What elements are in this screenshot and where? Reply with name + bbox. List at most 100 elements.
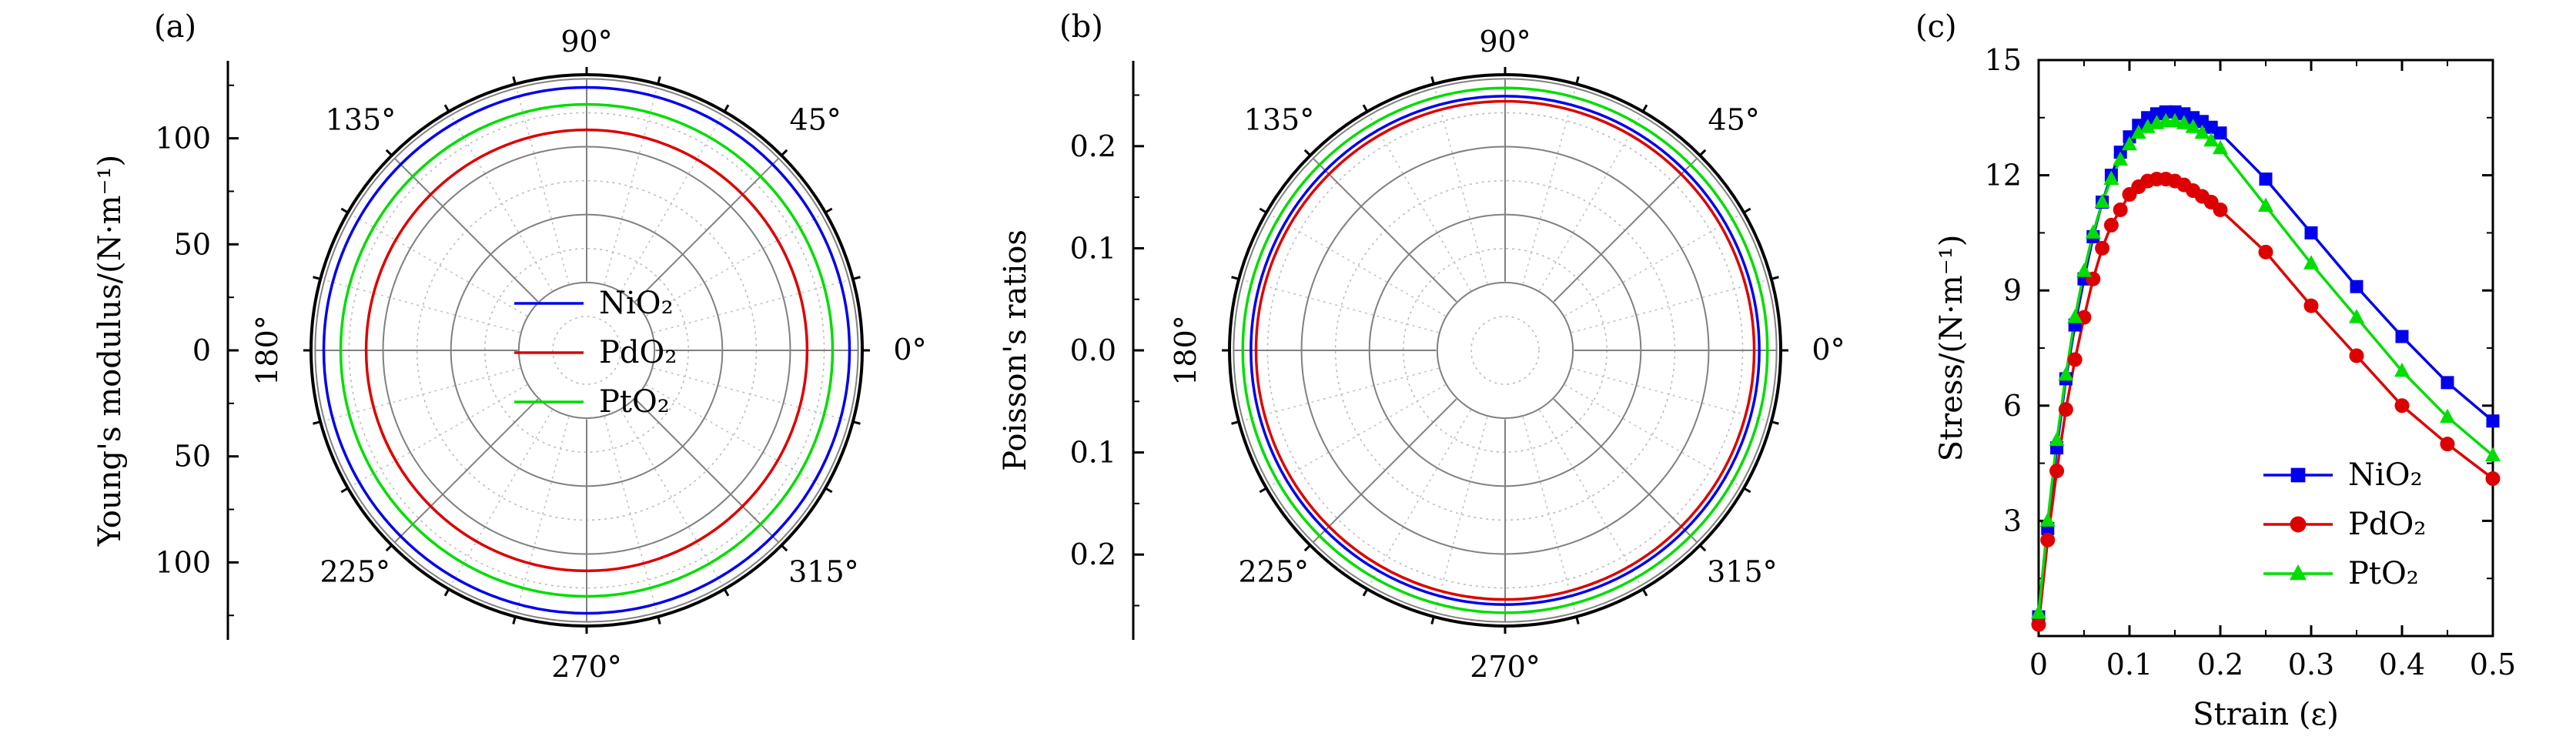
angle-tick bbox=[512, 616, 517, 624]
angle-tick bbox=[385, 149, 393, 156]
grid-ring-minor bbox=[552, 316, 621, 385]
grid-spoke bbox=[634, 398, 780, 544]
data-point-square bbox=[2259, 172, 2273, 186]
data-point-triangle bbox=[2485, 447, 2501, 462]
data-point-square bbox=[2304, 226, 2318, 239]
angle-tick bbox=[443, 104, 450, 112]
plot-frame bbox=[2037, 59, 2494, 638]
radial-tick-label: 0.2 bbox=[1070, 129, 1116, 163]
series-circle-pto2 bbox=[339, 102, 835, 598]
grid-spoke bbox=[1434, 88, 1488, 284]
angle-tick bbox=[1362, 588, 1369, 597]
angle-label: 90° bbox=[1479, 25, 1531, 59]
data-point-circle bbox=[2067, 352, 2083, 367]
angle-label: 135° bbox=[326, 103, 396, 137]
angle-tick bbox=[852, 276, 861, 280]
grid-spoke bbox=[516, 417, 570, 613]
angle-label: 315° bbox=[1707, 555, 1778, 589]
y-tick-label: 3 bbox=[2003, 504, 2022, 537]
data-point-triangle bbox=[2039, 512, 2056, 527]
data-point-circle bbox=[2031, 617, 2046, 632]
grid-spoke bbox=[1434, 417, 1488, 613]
data-point-square bbox=[2350, 280, 2364, 293]
radial-tick-label: 50 bbox=[174, 440, 211, 474]
angle-label: 45° bbox=[1708, 103, 1759, 137]
radial-tick-label: 100 bbox=[155, 122, 211, 156]
data-point-circle bbox=[2049, 464, 2065, 479]
angle-tick bbox=[852, 420, 861, 425]
angle-tick bbox=[1743, 207, 1751, 214]
data-point-square bbox=[2395, 330, 2409, 343]
legend-label: PdO₂ bbox=[2348, 507, 2426, 542]
legend-label: NiO₂ bbox=[599, 286, 674, 321]
angle-tick bbox=[781, 149, 788, 156]
angle-tick bbox=[443, 588, 450, 597]
data-point-circle bbox=[2349, 348, 2364, 363]
angle-label: 45° bbox=[789, 103, 841, 137]
panel-a-polar-youngs-modulus: (a) 90° 45° 0° 315° 270° 225° 180° 135° 100 50 0 50 1… bbox=[92, 9, 927, 684]
data-point-circle bbox=[2095, 240, 2110, 256]
radial-axis-label: Poisson's ratios bbox=[998, 229, 1033, 471]
angle-tick bbox=[1259, 207, 1267, 214]
data-point-circle bbox=[2440, 437, 2455, 452]
grid-ring-minor bbox=[1470, 316, 1540, 385]
angle-tick bbox=[1771, 276, 1779, 280]
angle-label: 180° bbox=[1169, 315, 1203, 386]
data-point-triangle bbox=[2203, 132, 2220, 147]
data-point-square bbox=[2486, 414, 2500, 428]
angle-tick bbox=[1699, 544, 1707, 552]
grid-spoke bbox=[516, 88, 570, 284]
grid-spoke bbox=[393, 398, 539, 544]
angle-tick bbox=[340, 487, 349, 494]
data-point-triangle bbox=[2440, 408, 2455, 424]
angle-tick bbox=[1231, 276, 1239, 280]
angle-tick bbox=[723, 104, 730, 112]
angle-tick bbox=[781, 544, 788, 552]
angle-tick bbox=[1641, 104, 1648, 112]
angle-tick bbox=[1575, 76, 1580, 85]
grid-ring bbox=[1436, 281, 1574, 420]
panel-b-polar-poissons-ratios: (b) 90° 45° 0° 315° 270° 225° 180° 135° 0.2 0.1 0.0… bbox=[998, 9, 1845, 684]
angle-tick bbox=[825, 487, 833, 494]
angle-label: 90° bbox=[560, 25, 612, 59]
angle-label: 180° bbox=[250, 315, 284, 386]
angle-label: 135° bbox=[1244, 103, 1315, 137]
angle-tick bbox=[313, 276, 321, 280]
legend-label: PdO₂ bbox=[599, 335, 677, 370]
grid-spoke bbox=[1312, 157, 1457, 303]
angle-label: 0° bbox=[1812, 333, 1845, 367]
data-point-triangle bbox=[2139, 119, 2156, 133]
angle-tick bbox=[1430, 76, 1435, 85]
angle-tick bbox=[1303, 149, 1311, 156]
data-point-circle bbox=[2213, 202, 2228, 217]
angle-tick bbox=[657, 616, 661, 624]
angle-tick bbox=[313, 420, 321, 425]
panel-label: (b) bbox=[1059, 9, 1103, 45]
data-point-square bbox=[2441, 376, 2454, 390]
angle-tick bbox=[1699, 149, 1707, 156]
data-point-triangle bbox=[2113, 151, 2129, 166]
y-tick-label: 6 bbox=[2003, 389, 2022, 423]
data-point-triangle bbox=[2076, 263, 2092, 277]
x-tick-label: 0 bbox=[2029, 648, 2048, 681]
data-point-triangle bbox=[2067, 309, 2083, 323]
series-circle-pdo2 bbox=[1254, 99, 1756, 601]
series-circle-nio2 bbox=[322, 85, 851, 615]
data-point-triangle bbox=[2167, 112, 2183, 128]
data-point-square bbox=[2290, 467, 2306, 483]
data-point-circle bbox=[2485, 471, 2501, 487]
data-point-triangle bbox=[2094, 193, 2110, 209]
data-point-triangle bbox=[2394, 362, 2410, 377]
grid-ring bbox=[517, 281, 656, 420]
data-point-triangle bbox=[2185, 119, 2201, 133]
series-circle-pto2 bbox=[1241, 86, 1769, 614]
angle-tick bbox=[1430, 616, 1435, 624]
radial-axis-label: Young's modulus/(N·m⁻¹) bbox=[92, 155, 128, 547]
series-circle-nio2 bbox=[1250, 95, 1761, 606]
y-tick-label: 9 bbox=[2003, 273, 2022, 307]
grid-spoke bbox=[1312, 398, 1457, 544]
data-point-circle bbox=[2303, 298, 2319, 313]
data-point-triangle bbox=[2213, 139, 2228, 155]
x-tick-label: 0.2 bbox=[2197, 648, 2243, 681]
